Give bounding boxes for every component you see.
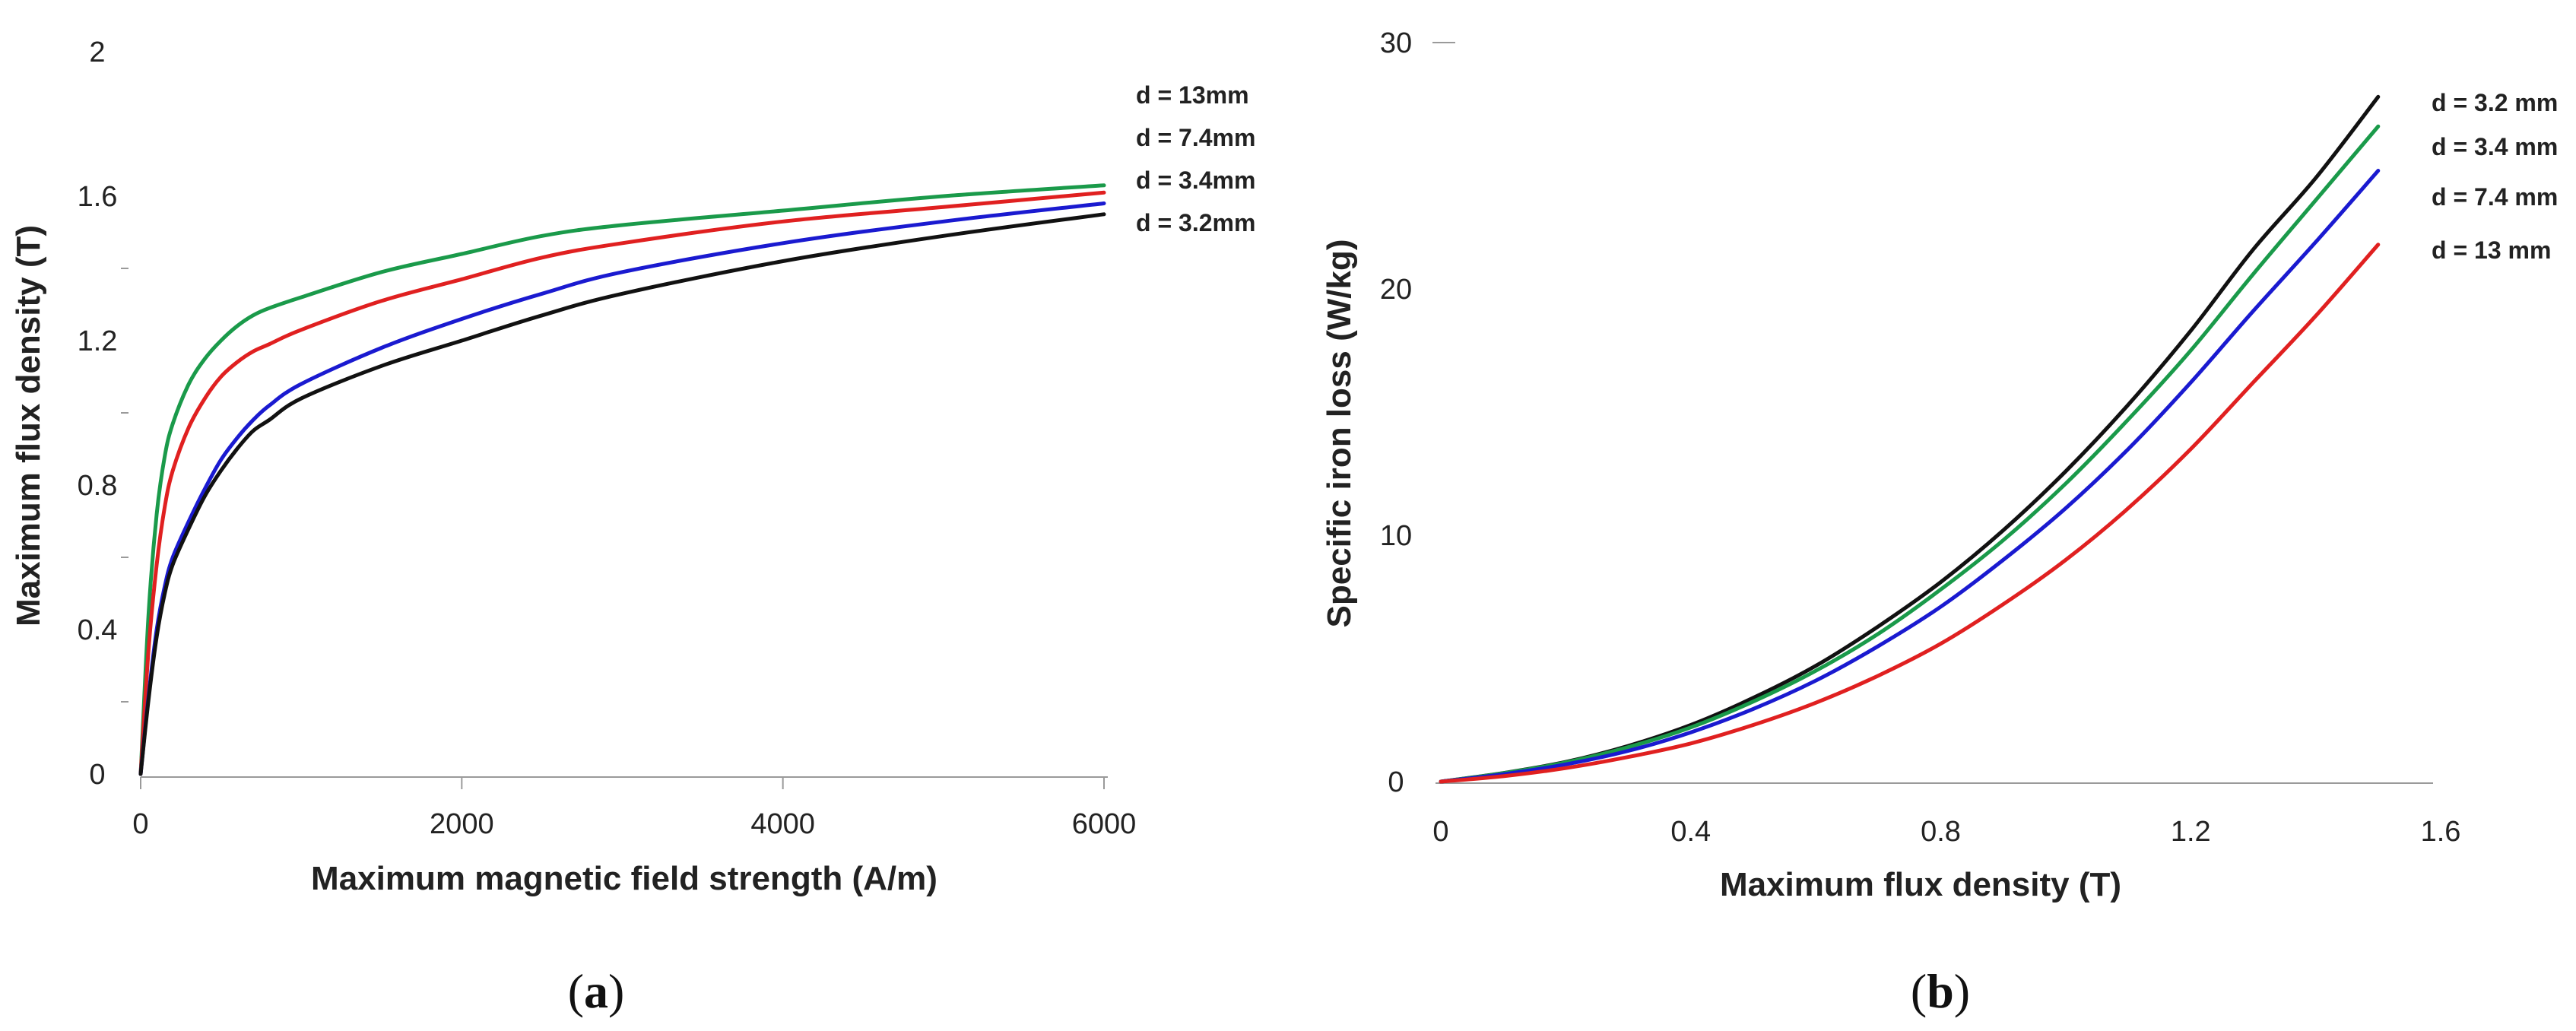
chart-b-y-tick-label: 30 bbox=[1380, 27, 1412, 59]
chart-a-series-line bbox=[138, 183, 1106, 776]
chart-b-x-axis-title: Maximum flux density (T) bbox=[1720, 866, 2121, 903]
panel-label-b-letter: b bbox=[1927, 964, 1954, 1018]
chart-b-x-tick-label: 0.8 bbox=[1921, 816, 1961, 848]
chart-a-legend: d = 13mm d = 7.4mm d = 3.4mm d = 3.2mm bbox=[1136, 81, 1255, 236]
chart-a-x-tick-label: 6000 bbox=[1072, 808, 1137, 840]
chart-b-legend-entry-13mm: d = 13 mm bbox=[2432, 236, 2551, 264]
chart-b-series-line bbox=[1439, 94, 2381, 784]
chart-a-series-group bbox=[138, 183, 1106, 776]
chart-b-x-ticks: 0 0.4 0.8 1.2 1.6 bbox=[1432, 816, 2460, 848]
chart-b-series-line bbox=[1439, 124, 2381, 784]
chart-b-x-tick-label: 0.4 bbox=[1670, 816, 1711, 848]
chart-b-y-ticks: 0 10 20 30 bbox=[1380, 27, 1455, 798]
chart-a-x-axis-title: Maximum magnetic field strength (A/m) bbox=[311, 860, 937, 897]
chart-b-x-tick-label: 0 bbox=[1432, 816, 1448, 848]
chart-b-y-tick-label: 20 bbox=[1380, 274, 1412, 306]
chart-b-legend-entry-3.4mm: d = 3.4 mm bbox=[2432, 133, 2558, 160]
chart-a-y-tick-label: 1.6 bbox=[78, 181, 118, 213]
chart-b-x-tick-label: 1.6 bbox=[2421, 816, 2461, 848]
panel-label-a-letter: a bbox=[584, 964, 608, 1018]
chart-a-y-tick-label: 0.8 bbox=[78, 470, 118, 502]
chart-a-y-tick-label: 0.4 bbox=[78, 614, 118, 646]
panel-label-a: (a) bbox=[568, 964, 625, 1018]
chart-b-y-tick-label: 0 bbox=[1388, 766, 1404, 798]
chart-b-legend-entry-7.4mm: d = 7.4 mm bbox=[2432, 183, 2558, 211]
chart-a-legend-entry-3.4mm: d = 3.4mm bbox=[1136, 167, 1255, 194]
chart-a-x-tick-label: 4000 bbox=[750, 808, 815, 840]
chart-a-y-axis-title: Maximum flux density (T) bbox=[10, 225, 47, 627]
chart-a-series-line bbox=[138, 212, 1106, 776]
panel-label-b: (b) bbox=[1911, 964, 1970, 1018]
chart-b-legend: d = 3.2 mm d = 3.4 mm d = 7.4 mm d = 13 … bbox=[2432, 89, 2558, 264]
chart-a-y-tick-label: 2 bbox=[89, 36, 105, 68]
chart-a-legend-entry-3.2mm: d = 3.2mm bbox=[1136, 209, 1255, 236]
chart-b-x-tick-label: 1.2 bbox=[2171, 816, 2211, 848]
chart-a-y-tick-label: 1.2 bbox=[78, 325, 118, 357]
chart-b-y-tick-label: 10 bbox=[1380, 520, 1412, 552]
chart-a-series-line bbox=[138, 190, 1106, 776]
chart-b-legend-entry-3.2mm: d = 3.2 mm bbox=[2432, 89, 2558, 116]
chart-b: 0 0.4 0.8 1.2 1.6 0 10 20 30 Maximum flux densi… bbox=[1321, 27, 2558, 1018]
chart-a-x-tick-label: 2000 bbox=[430, 808, 494, 840]
chart-b-series-line bbox=[1439, 243, 2381, 784]
chart-a-legend-entry-7.4mm: d = 7.4mm bbox=[1136, 124, 1255, 151]
chart-a-series-line bbox=[138, 201, 1106, 776]
chart-b-series-group bbox=[1439, 94, 2381, 784]
chart-a-x-tick-label: 0 bbox=[132, 808, 148, 840]
chart-a-x-ticks: 0 2000 4000 6000 bbox=[132, 777, 1136, 840]
chart-a: 0 2000 4000 6000 0 0.4 0.8 1.2 1.6 2 Maximum mag… bbox=[10, 36, 1255, 1018]
chart-a-y-tick-label: 0 bbox=[89, 759, 105, 791]
chart-a-y-ticks: 0 0.4 0.8 1.2 1.6 2 bbox=[78, 36, 128, 791]
chart-b-y-axis-title: Specific iron loss (W/kg) bbox=[1321, 240, 1358, 628]
chart-b-series-line bbox=[1439, 169, 2381, 784]
chart-a-legend-entry-13mm: d = 13mm bbox=[1136, 81, 1249, 109]
